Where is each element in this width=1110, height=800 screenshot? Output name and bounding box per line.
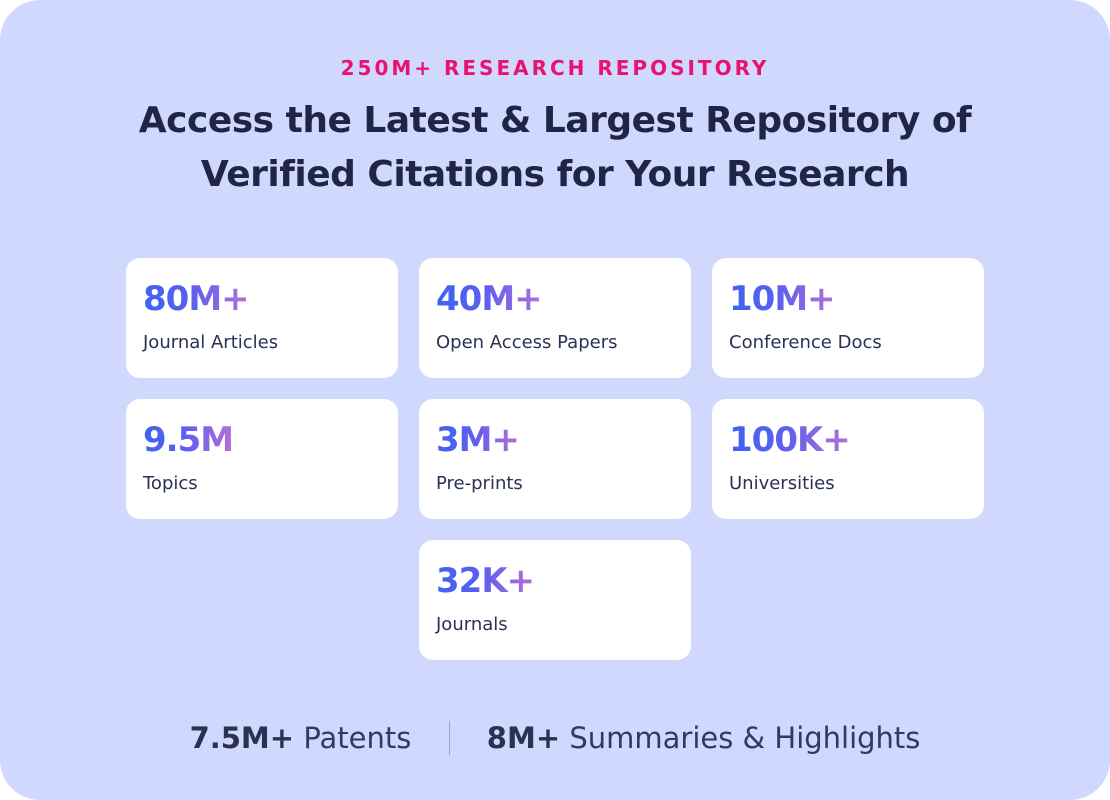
stats-grid: 80M+ Journal Articles 40M+ Open Access P… [126,258,984,660]
stat-card-conference-docs: 10M+ Conference Docs [712,258,984,378]
footer-divider [448,721,450,755]
stat-value: 40M+ [436,279,543,319]
stat-label: Pre-prints [436,473,523,494]
stat-card-journals: 32K+ Journals [419,540,691,660]
summaries-value: 8M+ [486,721,561,755]
patents-label: Patents [303,721,412,755]
summaries-label: Summaries & Highlights [569,721,921,755]
patents-value: 7.5M+ [189,721,295,755]
headline-line-2: Verified Citations for Your Research [200,154,910,195]
footer-patents: 7.5M+ Patents [190,716,412,760]
stat-card-open-access-papers: 40M+ Open Access Papers [419,258,691,378]
footer-stats: 7.5M+ Patents 8M+ Summaries & Highlights [0,716,1110,760]
stat-value: 32K+ [436,561,535,601]
stat-label: Conference Docs [729,332,882,353]
stat-card-universities: 100K+ Universities [712,399,984,519]
eyebrow-label: 250M+ RESEARCH REPOSITORY [340,56,770,80]
stat-value: 10M+ [729,279,836,319]
stat-label: Topics [143,473,198,494]
footer-summaries: 8M+ Summaries & Highlights [487,716,921,760]
stat-label: Open Access Papers [436,332,618,353]
headline-line-1: Access the Latest & Largest Repository o… [138,100,972,141]
stat-label: Universities [729,473,835,494]
stat-label: Journal Articles [143,332,279,353]
stat-value: 80M+ [143,279,250,319]
page-headline: Access the Latest & Largest Repository o… [0,94,1110,202]
stat-value: 9.5M [143,420,234,460]
stat-card-journal-articles: 80M+ Journal Articles [126,258,398,378]
stat-value: 3M+ [436,420,520,460]
stat-card-topics: 9.5M Topics [126,399,398,519]
stat-card-pre-prints: 3M+ Pre-prints [419,399,691,519]
stat-label: Journals [436,614,508,635]
stat-value: 100K+ [729,420,851,460]
